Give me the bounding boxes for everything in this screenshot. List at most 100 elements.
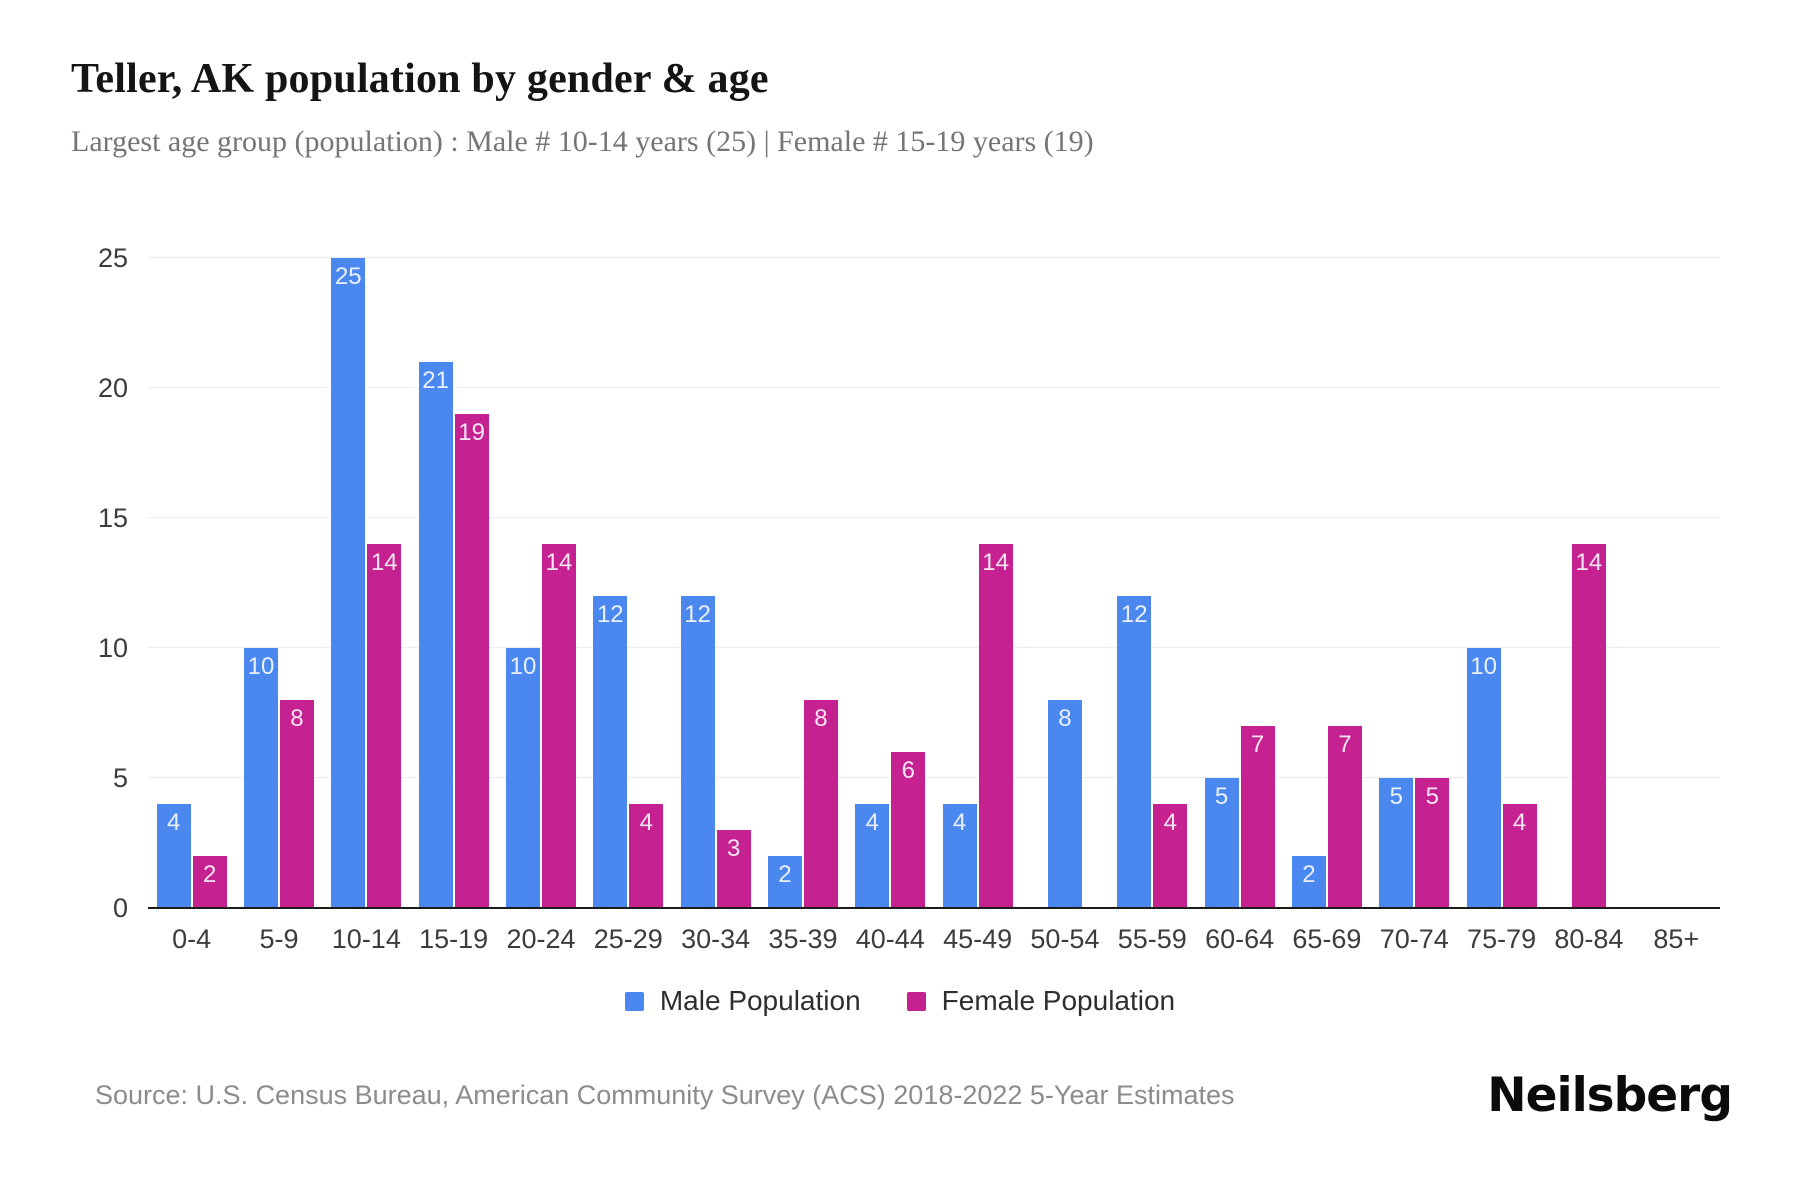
chart-header: Teller, AK population by gender & age La…: [0, 0, 1800, 159]
bar-value-label: 4: [1512, 809, 1527, 836]
x-tick-label-50-54: 50-54: [1030, 924, 1100, 954]
x-axis-labels: 0-4 5-9 10-14 15-19 20-24 25-29 30-34 35-39 40-4…: [148, 924, 1720, 955]
bar-value-label: 4: [639, 809, 653, 836]
bar-value-label: 2: [202, 861, 217, 888]
x-axis-line: [148, 907, 1720, 909]
bar-male-0-4[interactable]: 4: [156, 804, 191, 908]
legend-label-female: Female Population: [941, 985, 1176, 1016]
bar-value-label: 12: [684, 601, 711, 628]
chart-footer: Source: U.S. Census Bureau, American Com…: [95, 1068, 1733, 1123]
y-tick-label: 10: [97, 633, 128, 663]
y-tick-label: 5: [112, 763, 128, 793]
bar-male-70-74[interactable]: 5: [1379, 778, 1414, 908]
bar-group-15-19: 21 19: [410, 258, 497, 908]
bar-female-45-49[interactable]: 14: [978, 544, 1013, 908]
y-tick-label: 15: [97, 503, 128, 533]
bar-value-label: 12: [596, 601, 624, 628]
x-tick-label-75-79: 75-79: [1467, 924, 1537, 954]
bar-female-55-59[interactable]: 4: [1153, 804, 1188, 908]
bar-male-75-79[interactable]: 10: [1466, 648, 1501, 908]
bar-female-35-39[interactable]: 8: [803, 700, 838, 908]
legend: Male Population Female Population: [0, 985, 1800, 1017]
bar-male-40-44[interactable]: 4: [855, 804, 890, 908]
bar-value-label: 4: [1163, 809, 1177, 836]
bar-male-15-19[interactable]: 21: [418, 362, 453, 908]
x-tick-label-0-4: 0-4: [172, 924, 212, 954]
bar-female-15-19[interactable]: 19: [454, 414, 489, 908]
x-tick-label-65-69: 65-69: [1292, 924, 1362, 954]
bar-value-label: 2: [778, 861, 792, 888]
x-tick-label-55-59: 55-59: [1117, 924, 1187, 954]
bar-value-label: 4: [865, 809, 879, 836]
bar-male-45-49[interactable]: 4: [942, 804, 977, 908]
bar-value-label: 5: [1389, 783, 1403, 810]
page-subtitle: Largest age group (population) : Male # …: [71, 125, 1094, 158]
bar-female-0-4[interactable]: 2: [192, 856, 227, 908]
bar-female-40-44[interactable]: 6: [891, 752, 926, 908]
bar-female-25-29[interactable]: 4: [629, 804, 664, 908]
bar-value-label: 14: [545, 549, 573, 576]
x-tick-label-70-74: 70-74: [1379, 924, 1449, 954]
bar-female-30-34[interactable]: 3: [716, 830, 751, 908]
legend-swatch-female-icon: [906, 991, 926, 1011]
bar-group-25-29: 12 4: [585, 258, 672, 908]
bar-male-65-69[interactable]: 2: [1291, 856, 1326, 908]
bar-value-label: 7: [1338, 731, 1352, 758]
bar-female-65-69[interactable]: 7: [1327, 726, 1362, 908]
bar-value-label: 4: [952, 809, 967, 836]
bar-male-35-39[interactable]: 2: [767, 856, 802, 908]
bar-male-20-24[interactable]: 10: [505, 648, 540, 908]
grid-line: [148, 257, 1720, 258]
legend-swatch-male-icon: [624, 991, 644, 1011]
bar-value-label: 6: [901, 757, 915, 784]
neilsberg-logo: Neilsberg: [1487, 1068, 1733, 1123]
bar-male-60-64[interactable]: 5: [1204, 778, 1239, 908]
bar-female-20-24[interactable]: 14: [541, 544, 576, 908]
legend-item-female[interactable]: Female Population: [906, 985, 1176, 1017]
x-tick-label-45-49: 45-49: [943, 924, 1013, 954]
bar-male-50-54[interactable]: 8: [1047, 700, 1082, 908]
bar-group-10-14: 25 14: [323, 258, 410, 908]
bar-value-label: 14: [1575, 549, 1603, 576]
bar-female-5-9[interactable]: 8: [279, 700, 314, 908]
x-tick-label-10-14: 10-14: [331, 924, 401, 954]
bar-male-25-29[interactable]: 12: [593, 596, 628, 908]
bar-value-label: 10: [509, 653, 537, 680]
bar-value-label: 2: [1302, 861, 1316, 888]
bar-female-80-84[interactable]: 14: [1571, 544, 1606, 908]
bar-value-label: 4: [166, 809, 181, 836]
bar-value-label: 10: [247, 653, 275, 680]
bar-male-55-59[interactable]: 12: [1117, 596, 1152, 908]
bar-group-80-84: 14: [1545, 258, 1632, 908]
x-tick-label-15-19: 15-19: [419, 924, 489, 954]
bar-female-60-64[interactable]: 7: [1240, 726, 1275, 908]
bar-value-label: 19: [458, 419, 485, 446]
bar-group-75-79: 10 4: [1458, 258, 1545, 908]
bar-female-10-14[interactable]: 14: [367, 544, 402, 908]
bar-male-10-14[interactable]: 25: [331, 258, 366, 908]
bar-groups: 4 2 10 8 25 14 21 19 10 14 12 4 12 3 2 8 4 6 4 14 8 12 4 5 7 2 7 5 5…: [148, 258, 1720, 908]
legend-item-male[interactable]: Male Population: [624, 985, 861, 1017]
bar-male-5-9[interactable]: 10: [243, 648, 278, 908]
y-tick-label: 25: [97, 243, 128, 273]
bar-value-label: 10: [1470, 653, 1497, 680]
bar-male-30-34[interactable]: 12: [680, 596, 715, 908]
bar-group-5-9: 10 8: [235, 258, 322, 908]
bar-female-70-74[interactable]: 5: [1415, 778, 1450, 908]
plot-area: 4 2 10 8 25 14 21 19 10 14 12 4 12 3 2 8 4 6 4 14 8 12 4 5 7 2 7 5 5…: [98, 244, 1720, 954]
y-tick-label: 0: [112, 893, 128, 923]
chart-area: 4 2 10 8 25 14 21 19 10 14 12 4 12 3 2 8 4 6 4 14 8 12 4 5 7 2 7 5 5…: [98, 244, 1720, 954]
bar-group-30-34: 12 3: [672, 258, 759, 908]
grid-line: [148, 387, 1720, 388]
bar-female-75-79[interactable]: 4: [1502, 804, 1537, 908]
x-tick-label-85-: 85+: [1653, 924, 1700, 954]
grid-line: [148, 777, 1720, 778]
bar-group-50-54: 8: [1021, 258, 1108, 908]
page-title: Teller, AK population by gender & age: [71, 56, 769, 102]
x-tick-label-5-9: 5-9: [259, 924, 299, 954]
